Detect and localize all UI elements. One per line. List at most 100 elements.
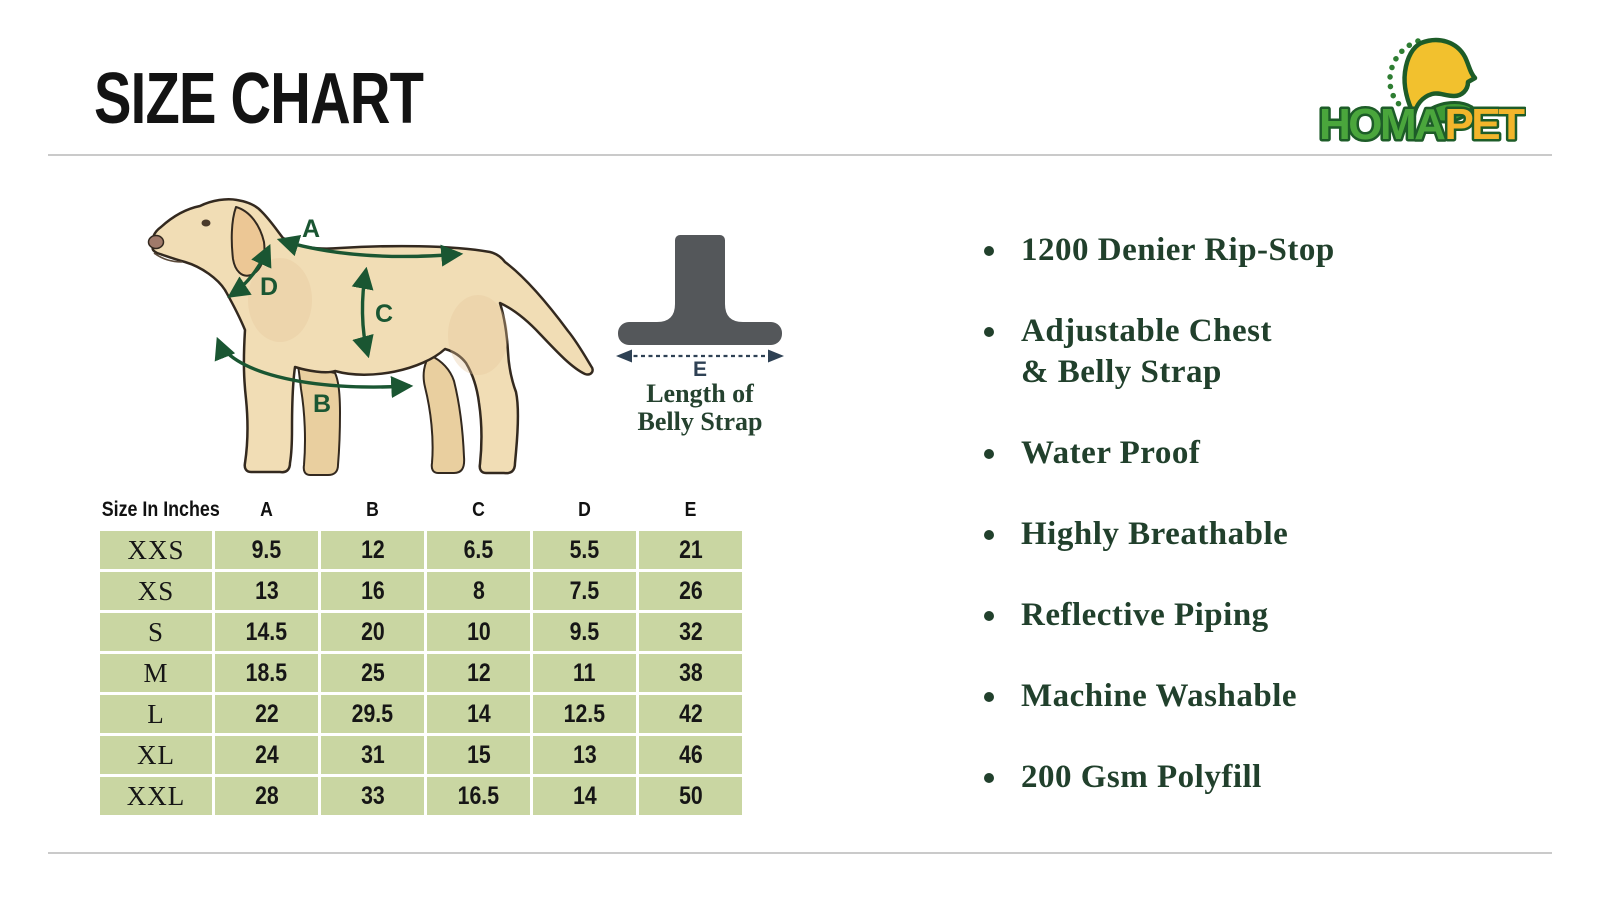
dog-thigh-shading: [448, 295, 508, 375]
cell-b: 12: [321, 531, 424, 569]
cell-d: 7.5: [533, 572, 636, 610]
cell-b: 31: [321, 736, 424, 774]
cell-c: 6.5: [427, 531, 530, 569]
cell-e: 26: [639, 572, 742, 610]
cell-size: L: [100, 695, 212, 733]
cell-b: 29.5: [321, 695, 424, 733]
cell-e: 50: [639, 777, 742, 815]
col-header-b: B: [366, 498, 379, 521]
size-table-body: XXS 9.5 12 6.5 5.5 21 XS 13 16 8 7.5 26 …: [100, 531, 742, 815]
strap-fillet-right: [725, 304, 743, 322]
list-item: Highly Breathable: [984, 514, 1484, 555]
cell-d: 5.5: [533, 531, 636, 569]
col-header-e: E: [684, 498, 697, 521]
cell-e: 21: [639, 531, 742, 569]
logo-text-pet: PET: [1444, 100, 1525, 149]
list-item: 1200 Denier Rip-Stop: [984, 230, 1484, 271]
cell-b: 33: [321, 777, 424, 815]
cell-a: 24: [215, 736, 318, 774]
cell-d: 14: [533, 777, 636, 815]
measure-label-c: C: [375, 300, 393, 328]
strap-stem-shape: [675, 235, 725, 330]
feature-text: 1200 Denier Rip-Stop: [1021, 232, 1335, 268]
logo-text-homa: HOMA: [1319, 100, 1445, 149]
cell-b: 25: [321, 654, 424, 692]
feature-text: Water Proof: [1021, 435, 1201, 471]
cell-e: 42: [639, 695, 742, 733]
cell-c: 14: [427, 695, 530, 733]
size-col-header: Size In Inches: [101, 498, 220, 521]
list-item: Reflective Piping: [984, 595, 1484, 636]
dog-far-hind-leg: [422, 354, 466, 474]
cell-a: 22: [215, 695, 318, 733]
table-row-xxl: XXL 28 33 16.5 14 50: [100, 777, 742, 815]
measure-arrow-b: [214, 336, 414, 399]
cell-c: 16.5: [427, 777, 530, 815]
bullet-icon: [984, 692, 994, 702]
cell-c: 15: [427, 736, 530, 774]
table-row-xl: XL 24 31 15 13 46: [100, 736, 742, 774]
cell-a: 9.5: [215, 531, 318, 569]
arrowhead-left-icon: [616, 349, 632, 363]
table-row-m: M 18.5 25 12 11 38: [100, 654, 742, 692]
list-item: Adjustable Chest & Belly Strap: [984, 311, 1484, 393]
cell-b: 16: [321, 572, 424, 610]
bullet-icon: [984, 246, 994, 256]
feature-text: 200 Gsm Polyfill: [1021, 759, 1262, 795]
cell-d: 12.5: [533, 695, 636, 733]
table-row-l: L 22 29.5 14 12.5 42: [100, 695, 742, 733]
measure-label-d: D: [260, 273, 278, 301]
bullet-icon: [984, 611, 994, 621]
size-table-header: Size In Inches A B C D E: [100, 495, 742, 525]
dog-measurement-diagram: A D C B: [147, 198, 594, 476]
cell-e: 46: [639, 736, 742, 774]
cell-a: 13: [215, 572, 318, 610]
strap-fillet-left: [657, 304, 675, 322]
measure-label-b: B: [313, 390, 331, 418]
cell-size: M: [100, 654, 212, 692]
belly-strap-figure: E Length of Belly Strap: [616, 235, 784, 436]
leaf-icon: [1425, 101, 1474, 124]
table-row-xxs: XXS 9.5 12 6.5 5.5 21: [100, 531, 742, 569]
dog-eye: [201, 219, 211, 227]
dotted-arc-icon: [1387, 38, 1421, 116]
strap-caption-line2: Belly Strap: [638, 407, 763, 436]
feature-text: Machine Washable: [1021, 678, 1298, 714]
footer-divider: [48, 852, 1552, 854]
bullet-icon: [984, 530, 994, 540]
logo-badge: [1387, 37, 1478, 124]
cell-size: S: [100, 613, 212, 651]
strap-bar-shape: [618, 322, 782, 345]
cell-c: 10: [427, 613, 530, 651]
measure-arrow-d: [227, 243, 272, 298]
cell-a: 28: [215, 777, 318, 815]
page-title: SIZE CHART: [94, 59, 424, 139]
cell-b: 20: [321, 613, 424, 651]
cell-c: 8: [427, 572, 530, 610]
feature-text: Reflective Piping: [1021, 597, 1269, 633]
cell-a: 18.5: [215, 654, 318, 692]
cell-e: 32: [639, 613, 742, 651]
cell-size: XS: [100, 572, 212, 610]
list-item: Machine Washable: [984, 676, 1484, 717]
strap-caption-line1: Length of: [646, 379, 754, 408]
header-divider: [48, 154, 1552, 156]
dog-head-icon: [1402, 37, 1478, 118]
feature-text: Highly Breathable: [1021, 516, 1289, 552]
cell-d: 11: [533, 654, 636, 692]
bullet-icon: [984, 773, 994, 783]
measure-label-e: E: [693, 358, 707, 381]
cell-d: 13: [533, 736, 636, 774]
cell-e: 38: [639, 654, 742, 692]
dog-mouth-line: [153, 252, 183, 263]
feature-text: Adjustable Chest & Belly Strap: [1021, 313, 1272, 390]
list-item: Water Proof: [984, 433, 1484, 474]
table-row-xs: XS 13 16 8 7.5 26: [100, 572, 742, 610]
arrowhead-right-icon: [768, 349, 784, 363]
cell-d: 9.5: [533, 613, 636, 651]
dog-nose: [147, 234, 165, 250]
col-header-c: C: [472, 498, 485, 521]
bullet-icon: [984, 327, 994, 337]
feature-list: 1200 Denier Rip-Stop Adjustable Chest & …: [984, 230, 1484, 838]
